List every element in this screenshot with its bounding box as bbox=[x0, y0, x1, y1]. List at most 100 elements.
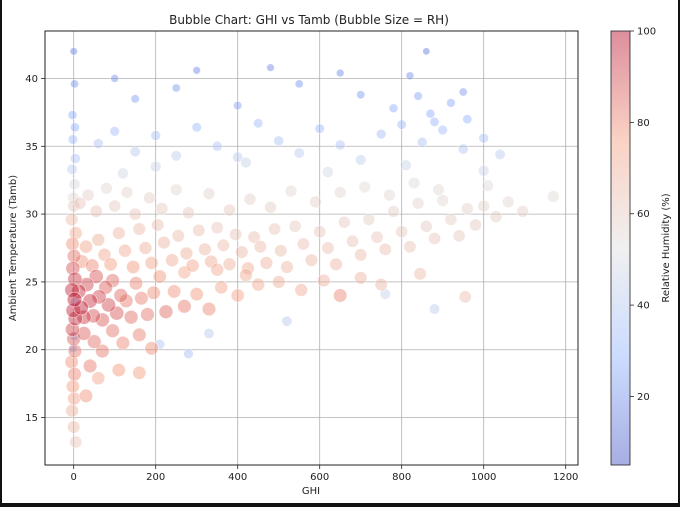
bubble-point bbox=[128, 276, 144, 291]
bubble-point bbox=[428, 303, 441, 315]
bubble-point bbox=[69, 47, 78, 56]
bubble-point bbox=[446, 98, 456, 108]
bubble-point bbox=[119, 293, 134, 309]
bubble-point bbox=[115, 335, 130, 350]
bubble-point bbox=[64, 354, 79, 369]
bubble-point bbox=[422, 47, 431, 56]
bubble-point bbox=[214, 280, 229, 295]
bubble-point bbox=[68, 226, 83, 240]
bubble-point bbox=[294, 79, 304, 89]
bubble-point bbox=[198, 242, 212, 256]
bubble-point bbox=[346, 234, 359, 248]
bubble-point bbox=[354, 271, 368, 285]
bubble-point bbox=[413, 91, 423, 101]
bubble-point bbox=[86, 308, 101, 324]
bubble-point bbox=[171, 229, 185, 243]
bubble-point bbox=[101, 297, 116, 313]
bubble-point bbox=[230, 288, 245, 303]
bubble-point bbox=[502, 195, 515, 209]
bubble-point bbox=[105, 323, 120, 338]
bubble-point bbox=[95, 312, 110, 328]
bubble-point bbox=[202, 187, 216, 200]
bubble-point bbox=[313, 225, 327, 239]
y-tick-label: 25 bbox=[25, 277, 38, 288]
bubble-point bbox=[158, 304, 174, 319]
bubble-point bbox=[388, 103, 399, 114]
bubble-point bbox=[407, 176, 421, 189]
bubble-point bbox=[239, 268, 253, 282]
bubble-point bbox=[355, 154, 367, 166]
bubble-point bbox=[95, 343, 110, 359]
colorbar-tick-label: 80 bbox=[637, 118, 650, 129]
bubble-point bbox=[183, 348, 194, 359]
y-tick-label: 20 bbox=[25, 345, 38, 356]
bubble-point bbox=[223, 203, 236, 217]
bubble-point bbox=[67, 391, 81, 406]
bubble-point bbox=[247, 230, 261, 244]
bubble-point bbox=[243, 192, 257, 206]
bubble-point bbox=[210, 262, 224, 277]
bubble-point bbox=[309, 195, 322, 209]
plot-area-border bbox=[44, 30, 579, 466]
bubble-point bbox=[179, 246, 194, 261]
bubble-point bbox=[88, 269, 104, 284]
bubble-point bbox=[68, 178, 81, 191]
bubble-point bbox=[170, 183, 183, 196]
bubble-point bbox=[211, 140, 223, 152]
bubble-point bbox=[171, 83, 181, 93]
bubble-point bbox=[109, 305, 125, 321]
bubble-point bbox=[170, 150, 182, 162]
bubble-point bbox=[85, 258, 100, 273]
bubble-point bbox=[112, 226, 126, 240]
x-tick-label: 200 bbox=[146, 472, 165, 483]
bubble-point bbox=[413, 267, 427, 281]
bubble-point bbox=[235, 245, 249, 259]
bubble-point bbox=[322, 166, 334, 178]
bubble-point bbox=[189, 287, 204, 302]
x-axis-label: GHI bbox=[302, 486, 320, 497]
bubble-point bbox=[138, 241, 153, 255]
bubble-point bbox=[167, 284, 182, 299]
bubble-point bbox=[478, 132, 489, 144]
bubble-point bbox=[400, 159, 412, 171]
bubble-point bbox=[91, 289, 107, 305]
x-tick-label: 1200 bbox=[553, 472, 578, 483]
bubble-point bbox=[92, 138, 104, 149]
bubble-point bbox=[128, 207, 142, 221]
bubble-point bbox=[333, 288, 348, 303]
bubble-point bbox=[253, 118, 264, 129]
bubble-point bbox=[416, 136, 428, 148]
bubble-point bbox=[154, 338, 166, 350]
bubble-point bbox=[67, 367, 82, 382]
bubble-point bbox=[129, 146, 141, 158]
bubble-point bbox=[132, 222, 146, 236]
bubble-point bbox=[67, 420, 81, 434]
bubble-point bbox=[73, 196, 87, 210]
bubble-point bbox=[432, 183, 445, 196]
bubble-point bbox=[132, 327, 147, 342]
bubble-point bbox=[264, 201, 277, 214]
bubble-point bbox=[251, 277, 265, 292]
bubble-point bbox=[79, 239, 93, 254]
grid-lines bbox=[45, 31, 578, 465]
bubble-point bbox=[379, 288, 391, 300]
bubble-point bbox=[65, 261, 81, 276]
bubble-point bbox=[288, 219, 302, 233]
bubble-point bbox=[334, 186, 347, 199]
colorbar-tick-label: 40 bbox=[637, 301, 650, 312]
bubble-point bbox=[469, 218, 482, 232]
bubble-point bbox=[108, 199, 121, 213]
bubble-point bbox=[132, 365, 147, 380]
bubble-point bbox=[91, 233, 105, 247]
bubble-point bbox=[437, 124, 448, 136]
bubble-point bbox=[157, 235, 171, 250]
bubble-point bbox=[65, 212, 79, 227]
bubble-point bbox=[152, 269, 167, 284]
bubble-point bbox=[81, 188, 95, 202]
colorbar-tick-label: 60 bbox=[637, 209, 650, 220]
bubble-point bbox=[91, 371, 106, 386]
x-tick-label: 1000 bbox=[471, 472, 496, 483]
bubble-point bbox=[118, 243, 132, 258]
bubble-point bbox=[66, 291, 83, 308]
bubble-point bbox=[109, 126, 120, 137]
